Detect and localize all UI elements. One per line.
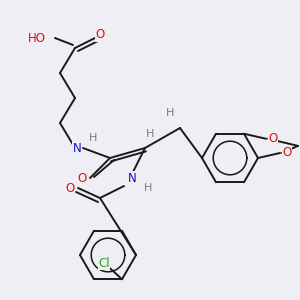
Text: H: H [166,108,174,118]
Text: HO: HO [28,32,46,44]
Text: O: O [95,28,105,41]
Text: Cl: Cl [98,257,110,270]
Text: O: O [282,146,292,160]
Text: O: O [77,172,87,184]
Text: H: H [146,129,154,139]
Text: H: H [89,133,97,143]
Text: N: N [128,172,136,184]
Text: H: H [144,183,152,193]
Text: O: O [65,182,75,194]
Text: N: N [73,142,81,154]
Text: O: O [268,132,278,145]
